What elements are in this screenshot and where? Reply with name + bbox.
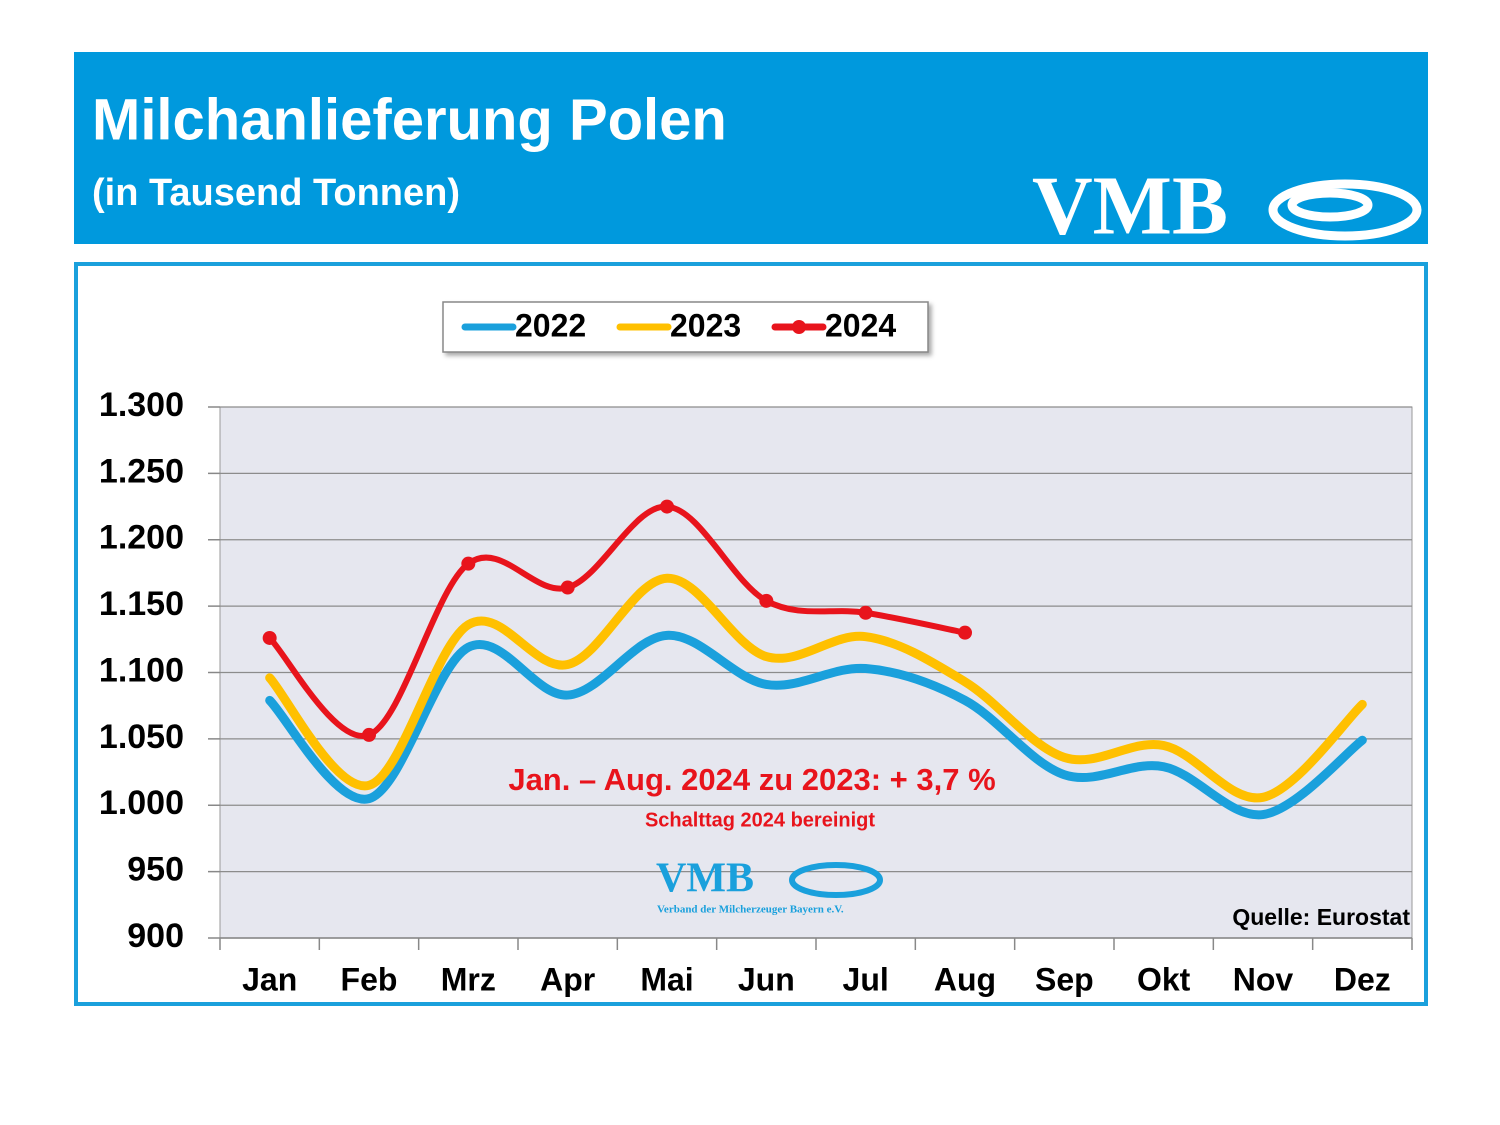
series-line bbox=[265, 630, 1367, 820]
marker bbox=[858, 605, 873, 620]
marker bbox=[560, 580, 575, 595]
y-tick-label: 950 bbox=[127, 851, 184, 889]
lines bbox=[262, 499, 1367, 820]
series-line bbox=[266, 503, 968, 739]
y-tick-label: 900 bbox=[127, 917, 184, 955]
y-tick-label: 1.200 bbox=[99, 519, 184, 557]
marker bbox=[660, 499, 674, 514]
y-tick-label: 1.000 bbox=[99, 784, 184, 822]
x-tick-label: Sep bbox=[1035, 961, 1094, 997]
y-tick-label: 1.050 bbox=[99, 718, 184, 756]
logo-mark bbox=[1268, 179, 1422, 241]
x-tick-label: Dez bbox=[1334, 961, 1391, 997]
x-tick-label: Feb bbox=[341, 961, 398, 997]
legend-label: 2023 bbox=[670, 307, 741, 343]
legend-label: 2024 bbox=[825, 307, 896, 343]
series-line bbox=[265, 573, 1367, 803]
x-tick-label: Okt bbox=[1137, 961, 1191, 997]
annotation: Schalttag 2024 bereinigt bbox=[645, 809, 875, 831]
header-band bbox=[74, 52, 1428, 244]
x-tick-label: Jun bbox=[738, 961, 795, 997]
marker bbox=[958, 625, 972, 640]
y-tick-label: 1.300 bbox=[99, 386, 184, 424]
legend bbox=[442, 301, 929, 353]
x-tick-label: Aug bbox=[934, 961, 996, 997]
marker bbox=[759, 593, 774, 608]
logo: VMB bbox=[1032, 159, 1228, 252]
watermark-mark bbox=[789, 862, 883, 898]
y-tick-label: 1.250 bbox=[99, 452, 184, 490]
legend-label: 2022 bbox=[515, 307, 586, 343]
y-tick-label: 1.150 bbox=[99, 585, 184, 623]
title: Milchanlieferung Polen bbox=[92, 87, 727, 152]
x-tick-label: Jul bbox=[843, 961, 889, 997]
annotation: Jan. – Aug. 2024 zu 2023: + 3,7 % bbox=[508, 762, 995, 797]
marker bbox=[262, 630, 277, 645]
source: Quelle: Eurostat bbox=[1232, 904, 1410, 930]
legend-entries: 2022 2023 2024 bbox=[461, 307, 896, 343]
marker bbox=[461, 556, 476, 571]
x-tick-label: Mrz bbox=[441, 961, 496, 997]
x-tick-label: Mai bbox=[640, 961, 693, 997]
watermark-text: Verband der Milcherzeuger Bayern e.V. bbox=[657, 904, 844, 916]
grid bbox=[208, 406, 1413, 950]
x-tick-label: Apr bbox=[540, 961, 595, 997]
y-tick-label: 1.100 bbox=[99, 651, 184, 689]
x-tick-label: Jan bbox=[242, 961, 297, 997]
legend-marker bbox=[792, 320, 806, 334]
subtitle: (in Tausend Tonnen) bbox=[92, 172, 460, 214]
marker bbox=[362, 727, 376, 742]
x-tick-label: Nov bbox=[1233, 961, 1294, 997]
watermark-logo: VMB bbox=[656, 856, 754, 902]
